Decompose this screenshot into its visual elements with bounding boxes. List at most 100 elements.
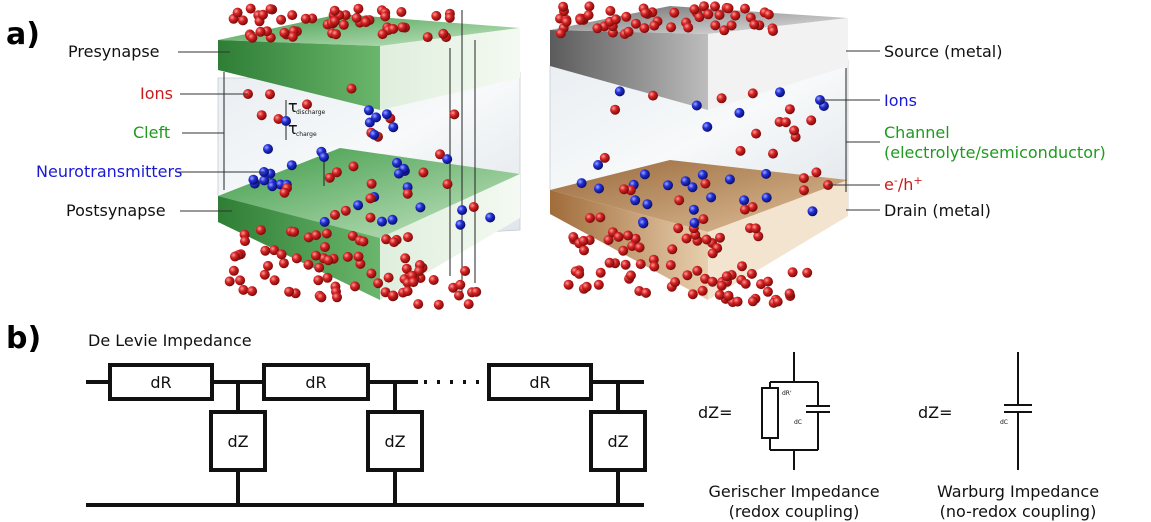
- ion-sphere: [710, 20, 721, 31]
- impedance-1: [209, 410, 267, 472]
- ion-sphere: [366, 268, 377, 279]
- ion-sphere: [710, 1, 720, 12]
- ion-sphere: [353, 251, 364, 262]
- ion-sphere: [353, 3, 364, 14]
- gerischer-resistor: [761, 387, 779, 439]
- ion-sphere: [635, 259, 646, 270]
- ion-sphere: [584, 1, 595, 12]
- ion-sphere: [703, 9, 714, 20]
- ion-sphere: [747, 202, 758, 212]
- ion-sphere: [787, 267, 798, 278]
- neurotransmitter-sphere: [415, 202, 426, 213]
- neurotransmitter-sphere: [319, 216, 330, 227]
- resistor-1: [108, 363, 214, 401]
- ion-sphere: [604, 257, 615, 268]
- ion-sphere: [403, 232, 413, 243]
- ion-sphere: [665, 260, 676, 271]
- neurotransmitter-sphere: [259, 175, 270, 186]
- ion-sphere: [276, 249, 287, 260]
- neurotransmitter-sphere: [691, 100, 702, 111]
- ion-sphere: [329, 16, 340, 27]
- neurotransmitter-sphere: [807, 206, 818, 217]
- ion-sphere: [331, 167, 342, 178]
- ion-sphere: [455, 279, 466, 290]
- synapse-block: [217, 10, 521, 300]
- ion-sphere: [701, 234, 712, 245]
- ion-sphere: [366, 178, 377, 189]
- ion-sphere: [346, 83, 357, 94]
- de-levie-title: De Levie Impedance: [88, 331, 252, 350]
- ion-sphere: [224, 276, 235, 287]
- ion-sphere: [780, 117, 791, 128]
- ion-sphere: [438, 28, 449, 39]
- ion-sphere: [365, 193, 376, 204]
- ion-sphere: [802, 267, 813, 278]
- neurotransmitter-sphere: [381, 109, 392, 120]
- ion-sphere: [739, 204, 750, 215]
- ion-sphere: [799, 185, 809, 196]
- resistor-2-label: dR: [305, 373, 326, 392]
- ion-sphere: [330, 209, 340, 220]
- ion-sphere: [255, 26, 266, 37]
- presynapse-label: Presynapse: [68, 42, 160, 61]
- ion-sphere: [238, 284, 249, 295]
- tau-charge-sub: charge: [296, 131, 317, 138]
- ion-sphere: [289, 226, 300, 237]
- ion-sphere: [460, 266, 471, 276]
- ion-sphere: [563, 279, 574, 290]
- ion-sphere: [351, 12, 362, 23]
- ion-sphere: [463, 299, 474, 310]
- gerischer-lhs: dZ=: [698, 403, 733, 422]
- postsynapse-front-face: [218, 196, 380, 300]
- ion-sphere: [433, 299, 444, 310]
- warburg-caption-line2: (no-redox coupling): [940, 502, 1097, 521]
- ion-sphere: [381, 234, 392, 245]
- ion-sphere: [811, 167, 822, 178]
- ion-sphere: [240, 236, 250, 247]
- ion-sphere: [311, 230, 322, 241]
- ion-sphere: [625, 270, 636, 281]
- impedance-3: [589, 410, 647, 472]
- tau-discharge-symbol: τ: [288, 97, 298, 116]
- ion-sphere: [340, 205, 351, 216]
- ion-sphere: [401, 263, 412, 274]
- ion-sphere: [798, 173, 809, 184]
- ion-sphere: [627, 241, 638, 251]
- ion-sphere: [726, 20, 737, 31]
- ion-sphere: [574, 268, 585, 279]
- ion-sphere: [468, 202, 479, 212]
- ion-sphere: [413, 299, 424, 310]
- impedance-1-label: dZ: [227, 432, 248, 451]
- ion-sphere: [666, 22, 677, 33]
- source-front-face: [550, 30, 708, 110]
- neurotransmitter-sphere: [457, 205, 468, 216]
- ion-sphere: [388, 23, 399, 34]
- neurotransmitter-sphere: [281, 116, 291, 126]
- ion-sphere: [449, 109, 460, 120]
- neurotransmitter-sphere: [706, 192, 717, 203]
- ion-sphere: [698, 214, 709, 225]
- transistor-labels: Source (metal) Ions Channel (electrolyte…: [820, 42, 1106, 220]
- neurotransmitter-sphere: [688, 204, 699, 215]
- ion-sphere: [321, 228, 332, 239]
- ion-sphere: [442, 179, 453, 190]
- ion-sphere: [260, 245, 271, 256]
- ion-sphere: [278, 258, 289, 269]
- ion-sphere: [592, 23, 603, 34]
- ion-sphere: [265, 4, 276, 15]
- ion-sphere: [620, 259, 631, 270]
- ion-sphere: [716, 93, 727, 104]
- resistor-3: [487, 363, 593, 401]
- ion-sphere: [639, 23, 650, 34]
- ion-sphere: [279, 27, 290, 38]
- ion-sphere: [338, 19, 349, 30]
- ion-sphere: [740, 3, 750, 14]
- ion-sphere: [707, 248, 718, 259]
- neurotransmitter-sphere: [248, 174, 259, 185]
- ion-sphere: [715, 232, 725, 243]
- ion-sphere: [287, 31, 298, 42]
- ion-sphere: [428, 275, 439, 285]
- neurotransmitters-label: Neurotransmitters: [36, 162, 182, 181]
- ion-sphere: [228, 265, 239, 276]
- ion-sphere: [313, 275, 324, 286]
